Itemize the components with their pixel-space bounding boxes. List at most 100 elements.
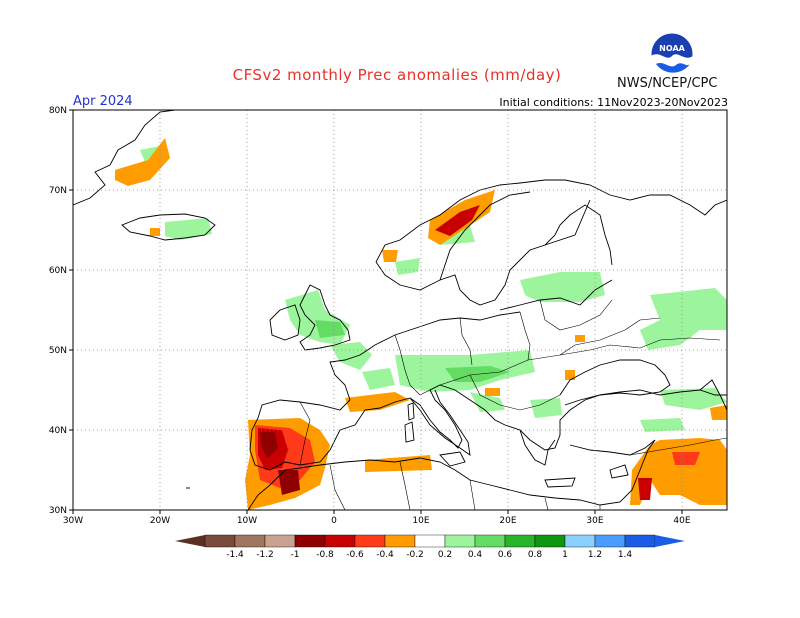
colorbar-label: 1: [562, 550, 568, 560]
colorbar-swatch: [264, 534, 296, 548]
map-title-text: CFSv2 monthly Prec anomalies (mm/day): [232, 66, 562, 84]
latitude-labels: 80N 70N 60N 50N 40N 30N: [49, 106, 67, 516]
colorbar-swatch: [354, 534, 386, 548]
border-france-germany: [394, 334, 421, 396]
lon-label: 30W: [63, 516, 83, 526]
norway-sweden-border: [439, 191, 531, 281]
graticule: [73, 110, 727, 510]
negative-anomaly-ukraine-spot: [565, 370, 575, 380]
positive-anomaly-france: [330, 342, 372, 370]
logo-text: NOAA: [659, 44, 685, 53]
negative-anomaly-morocco-core: [278, 470, 300, 495]
organization-label: NWS/NCEP/CPC: [617, 76, 718, 91]
positive-anomaly-greece: [530, 398, 562, 418]
lon-label: 20W: [150, 516, 170, 526]
noaa-logo: NOAA: [650, 32, 694, 76]
coastlines: [73, 110, 727, 510]
colorbar-swatch: [324, 534, 356, 548]
colorbar-swatch: [624, 534, 656, 548]
positive-anomaly-russia: [640, 288, 727, 350]
colorbar-label: -0.6: [346, 550, 364, 560]
positive-anomaly-caspian: [640, 418, 685, 432]
lat-label: 60N: [49, 266, 67, 276]
colorbar-swatch: [564, 534, 596, 548]
colorbar-swatch: [534, 534, 566, 548]
colorbar-label: 0.6: [498, 550, 513, 560]
black-sea-coast: [559, 359, 671, 406]
colorbar: -1.4 -1.2 -1 -0.8 -0.6 -0.4 -0.2 0.2 0.4 0.6 0.8 1 1…: [175, 534, 685, 560]
colorbar-label: 1.2: [588, 550, 602, 560]
initial-conditions: Initial conditions: 11Nov2023-20Nov2023: [499, 96, 728, 109]
border-baltic: [539, 299, 613, 331]
colorbar-swatch: [474, 534, 506, 548]
france-coast: [249, 354, 727, 471]
negative-anomaly-norway-core: [435, 205, 480, 236]
colorbar-swatch: [294, 534, 326, 548]
negative-anomaly-iceland-spot: [150, 228, 160, 236]
positive-anomaly-uk: [285, 290, 350, 345]
colorbar-swatch: [384, 534, 416, 548]
great-britain-coast: [299, 284, 351, 351]
colorbar-label: -0.2: [406, 550, 424, 560]
border-ukraine: [559, 317, 661, 356]
colorbar-swatch: [504, 534, 536, 548]
greenland-coast: [73, 110, 176, 206]
lon-label: 10W: [237, 516, 257, 526]
ireland-coast: [269, 304, 301, 341]
colorbar-label: 0.4: [468, 550, 483, 560]
negative-anomaly-iberia-deep: [260, 432, 278, 458]
sicily-coast: [439, 451, 466, 467]
axis-ticks: [69, 109, 683, 514]
border-iberia: [299, 401, 311, 466]
border-central: [419, 337, 721, 396]
finland-border: [544, 199, 591, 246]
negative-anomaly-levant: [630, 438, 727, 505]
italy-coast: [409, 389, 471, 456]
lon-label: 0: [331, 516, 337, 526]
colorbar-label: -0.4: [376, 550, 394, 560]
colorbar-swatch: [204, 534, 236, 548]
positive-anomaly-uk-core: [315, 320, 345, 338]
border-poland-east: [519, 311, 531, 361]
iceland-coast: [121, 213, 216, 241]
colorbar-label: -1.2: [256, 550, 274, 560]
lat-label: 80N: [49, 106, 67, 116]
colorbar-label: 0.2: [438, 550, 452, 560]
lon-label: 30E: [586, 516, 603, 526]
scandinavia-coast: [375, 179, 727, 263]
colorbar-right-arrow: [655, 535, 685, 547]
lat-label: 50N: [49, 346, 67, 356]
country-borders: [299, 299, 727, 510]
border-turkey-syria: [629, 437, 727, 456]
greece-coast: [519, 429, 556, 466]
positive-anomaly-baltic: [520, 272, 605, 302]
forecast-month: Apr 2024: [73, 94, 133, 109]
europe-west-coast: [359, 311, 521, 356]
cyprus-coast: [609, 464, 629, 479]
border-germany-poland: [459, 317, 473, 366]
lat-label: 30N: [49, 506, 67, 516]
colorbar-label: -1: [291, 550, 300, 560]
colorbar-label: 0.8: [528, 550, 543, 560]
positive-anomaly-bay-biscay: [362, 368, 395, 390]
colorbar-left-arrow: [175, 535, 205, 547]
positive-anomaly-norway: [395, 258, 420, 275]
negative-anomaly-turkey-e: [710, 405, 727, 420]
border-africa: [329, 461, 601, 510]
north-africa-coast: [247, 439, 656, 510]
colorbar-swatch: [234, 534, 266, 548]
map-frame: [72, 109, 728, 511]
turkey-south-coast: [569, 439, 656, 456]
anomaly-shading: [115, 138, 727, 510]
lat-label: 40N: [49, 426, 67, 436]
colorbar-swatch: [594, 534, 626, 548]
colorbar-swatch: [444, 534, 476, 548]
positive-anomaly-caucasus: [660, 388, 727, 410]
corsica-coast: [407, 402, 415, 421]
lon-label: 20E: [499, 516, 516, 526]
crete-coast: [544, 477, 576, 488]
map-title: CFSv2 monthly Prec anomalies (mm/day): [0, 66, 800, 84]
lon-label: 10E: [412, 516, 429, 526]
border-balkans: [469, 374, 561, 411]
